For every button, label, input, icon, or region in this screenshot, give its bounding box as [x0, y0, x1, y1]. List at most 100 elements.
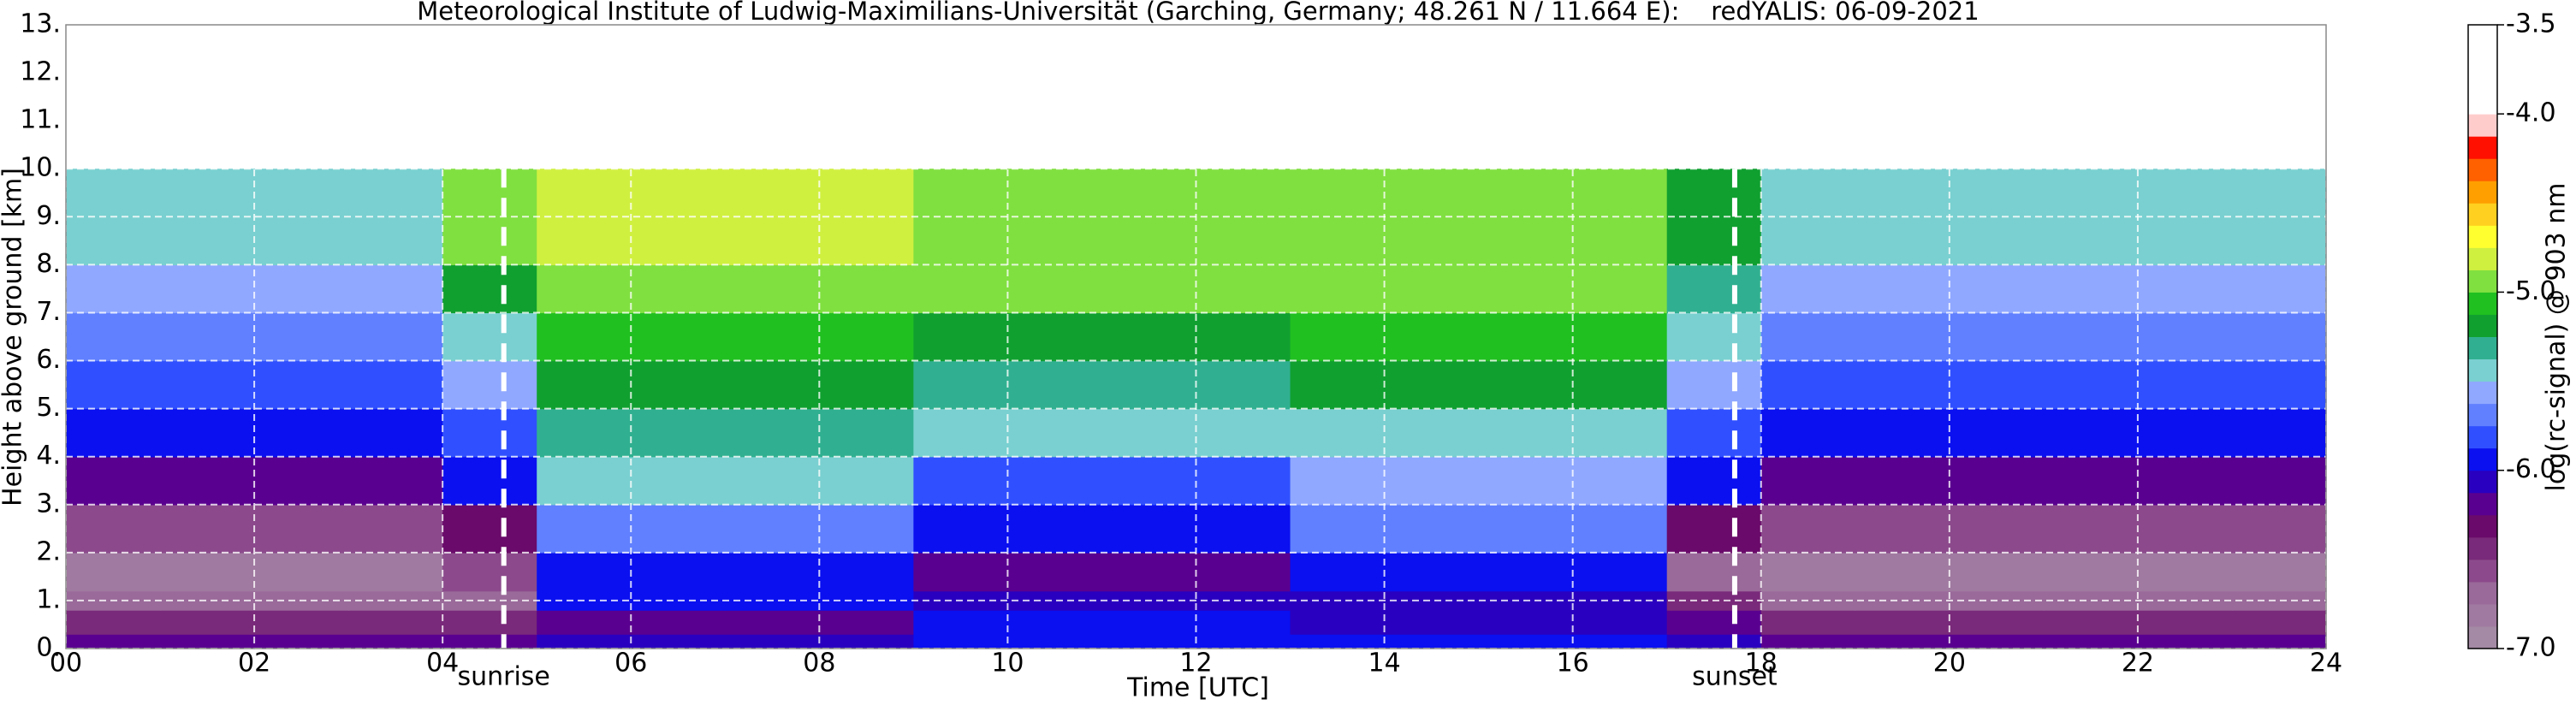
heatmap-cell [1760, 610, 1856, 635]
heatmap-cell [254, 610, 349, 635]
heatmap-cell [1666, 634, 1762, 649]
heatmap-cell [819, 552, 914, 592]
heatmap-cell [160, 360, 255, 410]
heatmap-cell [1666, 408, 1762, 458]
heatmap-cell [348, 610, 443, 635]
colorbar-swatch [2468, 270, 2497, 293]
y-tick-label: 7. [36, 297, 61, 327]
heatmap-cell [66, 552, 161, 592]
heatmap-cell [1384, 169, 1480, 265]
heatmap-cell [913, 504, 1009, 554]
heatmap-cell [1855, 264, 1950, 314]
heatmap-cell [66, 408, 161, 458]
heatmap-cell [913, 408, 1009, 458]
heatmap-cell [1478, 408, 1574, 458]
heatmap-cell [537, 408, 632, 458]
heatmap-cell [2137, 456, 2233, 506]
heatmap-cell [631, 504, 726, 554]
heatmap-cell [2043, 360, 2139, 410]
heatmap-cell [1760, 360, 1856, 410]
heatmap-cell [2231, 360, 2327, 410]
heatmap-cell [631, 408, 726, 458]
heatmap-cell [1007, 360, 1103, 410]
heatmap-cell [2043, 456, 2139, 506]
heatmap-cell [2137, 610, 2233, 635]
x-tick-label: 14 [1368, 649, 1400, 678]
heatmap-cell [1949, 552, 2045, 592]
heatmap-cell [1290, 408, 1386, 458]
colorbar-tick-label: -7.0 [2506, 633, 2556, 663]
heatmap-cell [254, 634, 349, 649]
colorbar-swatch [2468, 69, 2497, 92]
heatmap-cell [1290, 360, 1386, 410]
colorbar-swatch [2468, 358, 2497, 382]
heatmap-cell [66, 312, 161, 362]
heatmap-cell [725, 360, 820, 410]
heatmap-cell [442, 264, 537, 314]
heatmap-cell [725, 634, 820, 649]
heatmap-cell [1007, 552, 1103, 592]
heatmap-cell [1478, 504, 1574, 554]
heatmap-cell [442, 408, 537, 458]
colorbar-swatch [2468, 470, 2497, 494]
heatmap-cell [442, 456, 537, 506]
heatmap-cell [66, 360, 161, 410]
heatmap-cell [819, 408, 914, 458]
heatmap-cell [254, 456, 349, 506]
colorbar-swatch [2468, 158, 2497, 181]
colorbar-swatch [2468, 114, 2497, 137]
heatmap-cell [1572, 504, 1668, 554]
heatmap-cell [2137, 264, 2233, 314]
heatmap-cell [254, 264, 349, 314]
heatmap-cell [254, 504, 349, 554]
heatmap-cell [1478, 456, 1574, 506]
heatmap-cell [1384, 456, 1480, 506]
colorbar-swatch [2468, 381, 2497, 405]
heatmap-cell [1760, 456, 1856, 506]
heatmap-cell [1196, 504, 1291, 554]
x-tick-label: 02 [238, 649, 270, 678]
colorbar-swatch [2468, 625, 2497, 649]
heatmap-cell [1196, 360, 1291, 410]
heatmap-cell [1478, 360, 1574, 410]
heatmap-cell [913, 264, 1009, 314]
y-tick-label: 8. [36, 249, 61, 279]
heatmap-cell [1855, 360, 1950, 410]
heatmap-cell [1572, 169, 1668, 265]
colorbar-swatch [2468, 203, 2497, 226]
heatmap-cell [1666, 610, 1762, 635]
heatmap [66, 169, 2327, 649]
heatmap-cell [1855, 408, 1950, 458]
heatmap-cell [66, 456, 161, 506]
heatmap-cell [1384, 590, 1480, 611]
colorbar-swatch [2468, 447, 2497, 471]
y-tick-label: 11. [20, 105, 61, 135]
x-tick-label: 06 [614, 649, 647, 678]
heatmap-cell [1196, 590, 1291, 611]
heatmap-cell [1572, 634, 1668, 649]
heatmap-cell [160, 634, 255, 649]
heatmap-cell [631, 634, 726, 649]
heatmap-cell [254, 360, 349, 410]
heatmap-cell [1101, 456, 1197, 506]
heatmap-cell [1666, 312, 1762, 362]
heatmap-cell [725, 408, 820, 458]
heatmap-cell [1572, 408, 1668, 458]
heatmap-cell [1196, 264, 1291, 314]
colorbar-swatch [2468, 536, 2497, 560]
heatmap-cell [1572, 456, 1668, 506]
heatmap-cell [1760, 504, 1856, 554]
heatmap-cell [1196, 169, 1291, 265]
heatmap-cell [1478, 634, 1574, 649]
heatmap-cell [725, 312, 820, 362]
heatmap-cell [2043, 264, 2139, 314]
colorbar-tick-label: -5.0 [2506, 276, 2556, 306]
heatmap-cell [348, 634, 443, 649]
heatmap-cell [442, 552, 537, 592]
heatmap-cell [1101, 552, 1197, 592]
heatmap-cell [1572, 360, 1668, 410]
heatmap-cell [913, 360, 1009, 410]
heatmap-cell [1760, 264, 1856, 314]
x-tick-label: 08 [803, 649, 835, 678]
heatmap-cell [1384, 504, 1480, 554]
